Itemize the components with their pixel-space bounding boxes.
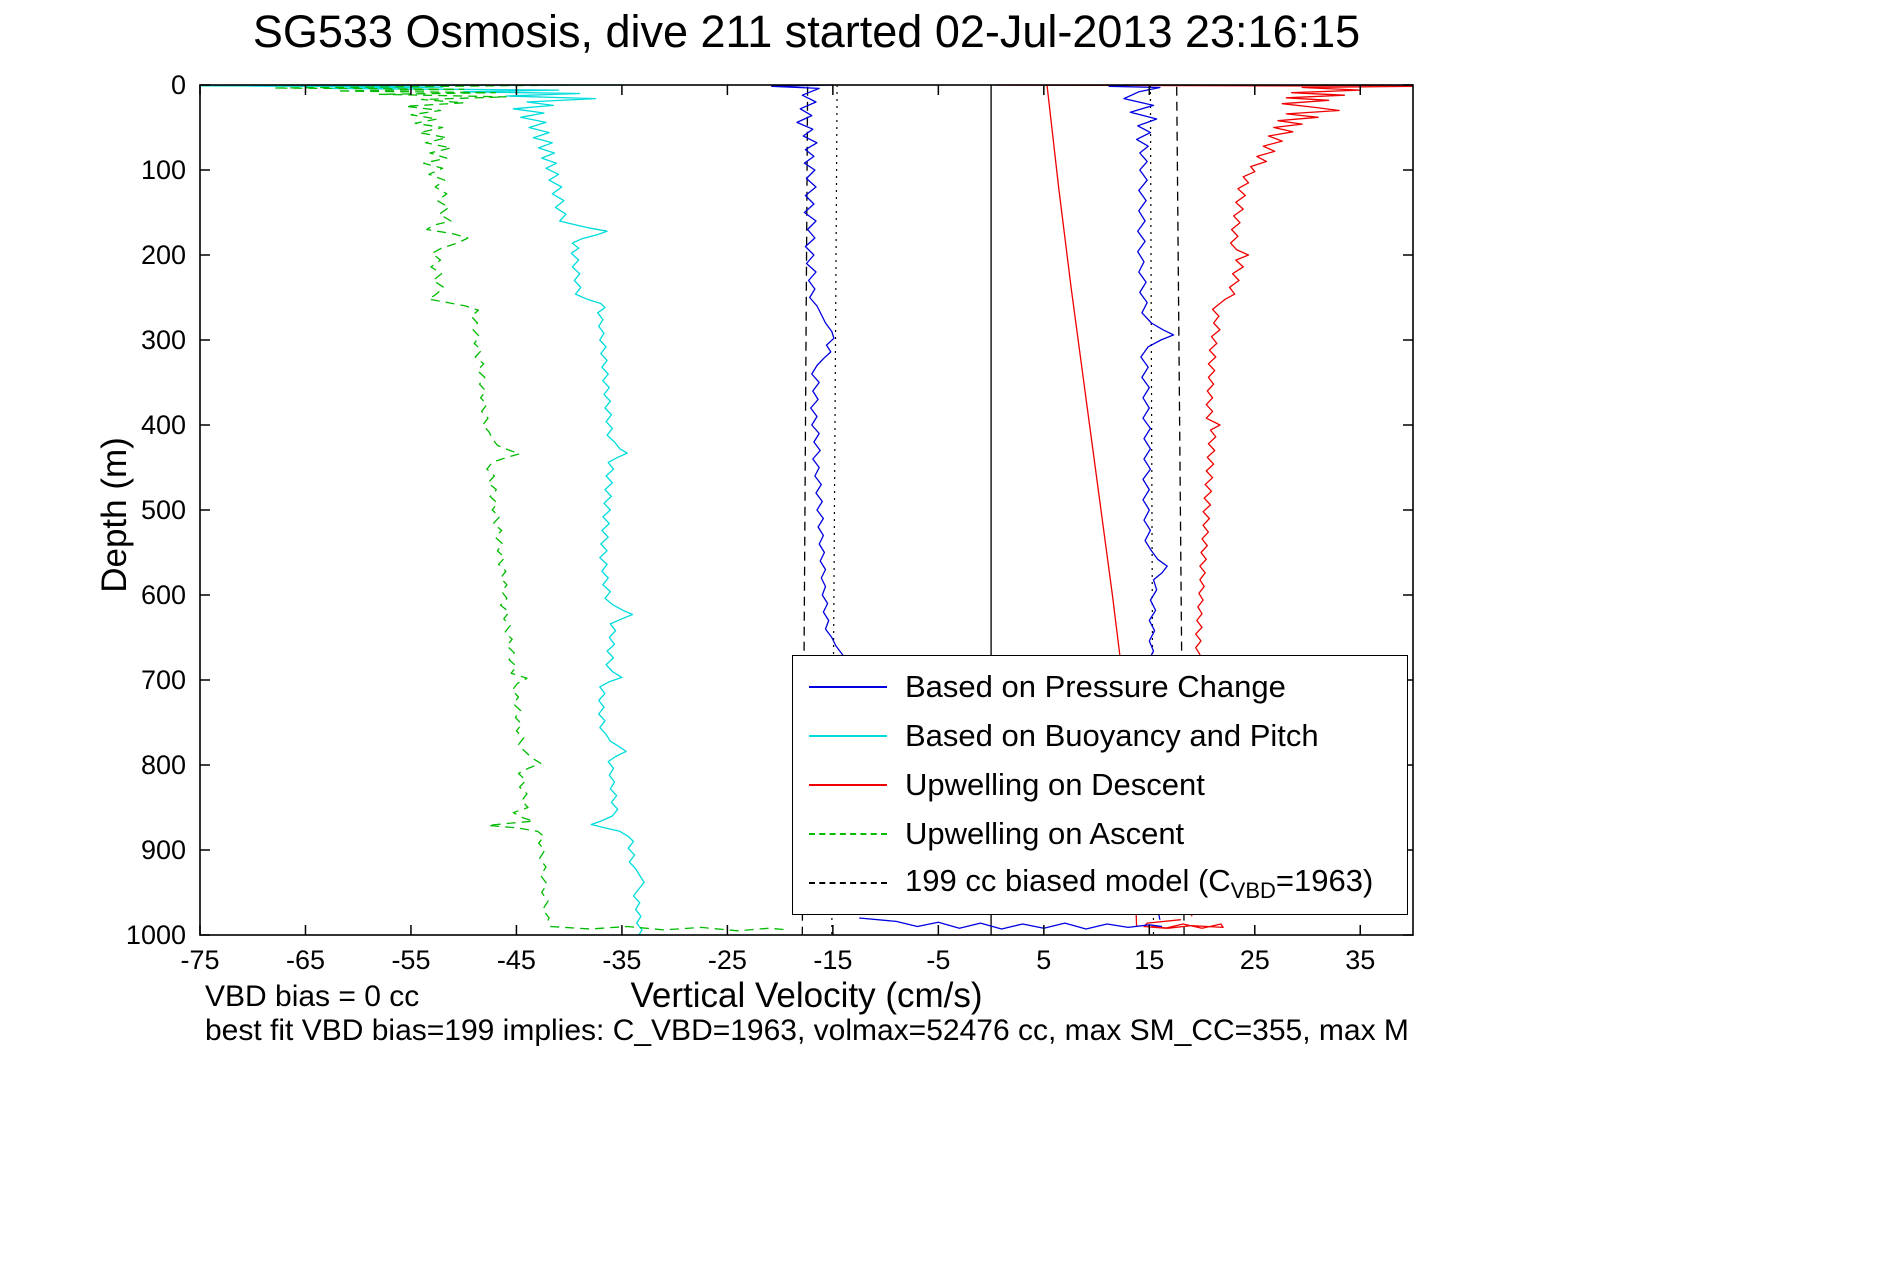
vbd-bias-annotation: VBD bias = 0 cc	[205, 980, 420, 1013]
x-tick-label: -55	[391, 945, 430, 975]
y-tick-label: 700	[141, 665, 186, 695]
x-tick-label: 5	[1036, 945, 1051, 975]
upwelling-descent-line	[995, 84, 1414, 917]
x-tick-label: -25	[708, 945, 747, 975]
legend-entry-label: Based on Pressure Change	[905, 669, 1286, 704]
upwelling-ascent-bottom-line	[550, 925, 788, 932]
legend-line-sample	[809, 833, 887, 835]
x-tick-label: 15	[1134, 945, 1164, 975]
x-tick-label: -75	[180, 945, 219, 975]
legend-line-sample	[809, 686, 887, 688]
buoyancy-pitch-line	[199, 84, 645, 936]
legend-entry: Based on Buoyancy and Pitch	[809, 712, 1407, 761]
x-tick-label: -65	[286, 945, 325, 975]
legend-entry: 199 cc biased model (CVBD=1963)	[809, 859, 1407, 908]
legend-entry: Based on Pressure Change	[809, 663, 1407, 712]
upwelling-descent-bottom-line	[1143, 919, 1224, 929]
y-tick-label: 200	[141, 240, 186, 270]
legend-entry-label: Upwelling on Descent	[905, 767, 1205, 802]
y-tick-label: 500	[141, 495, 186, 525]
y-tick-label: 300	[141, 325, 186, 355]
legend-line-sample	[809, 784, 887, 786]
best-fit-annotation: best fit VBD bias=199 implies: C_VBD=196…	[205, 1014, 1409, 1047]
upwelling-ascent-line	[273, 84, 570, 926]
y-axis-label: Depth (m)	[95, 437, 134, 593]
y-tick-label: 1000	[126, 920, 186, 950]
y-tick-label: 600	[141, 580, 186, 610]
legend-line-sample	[809, 735, 887, 737]
pressure-ascent-line	[1108, 84, 1175, 920]
y-tick-label: 100	[141, 155, 186, 185]
x-tick-label: 35	[1345, 945, 1375, 975]
x-tick-label: 25	[1240, 945, 1270, 975]
pressure-bottom-line	[859, 917, 1163, 930]
legend-line-sample	[809, 882, 887, 884]
x-tick-label: -5	[926, 945, 950, 975]
legend-entry: Upwelling on Descent	[809, 761, 1407, 810]
x-tick-label: -45	[497, 945, 536, 975]
y-tick-label: 400	[141, 410, 186, 440]
chart-title: SG533 Osmosis, dive 211 started 02-Jul-2…	[252, 6, 1361, 57]
x-axis-label: Vertical Velocity (cm/s)	[630, 976, 983, 1015]
legend: Based on Pressure Change Based on Buoyanc…	[792, 655, 1408, 915]
y-tick-label: 0	[171, 70, 186, 100]
legend-entry-label: Upwelling on Ascent	[905, 816, 1185, 851]
y-tick-label: 900	[141, 835, 186, 865]
x-tick-label: -35	[602, 945, 641, 975]
legend-entry-label: 199 cc biased model (CVBD=1963)	[905, 862, 1374, 903]
legend-entry: Upwelling on Ascent	[809, 810, 1407, 859]
x-tick-label: -15	[813, 945, 852, 975]
y-tick-label: 800	[141, 750, 186, 780]
legend-entry-label: Based on Buoyancy and Pitch	[905, 718, 1319, 753]
